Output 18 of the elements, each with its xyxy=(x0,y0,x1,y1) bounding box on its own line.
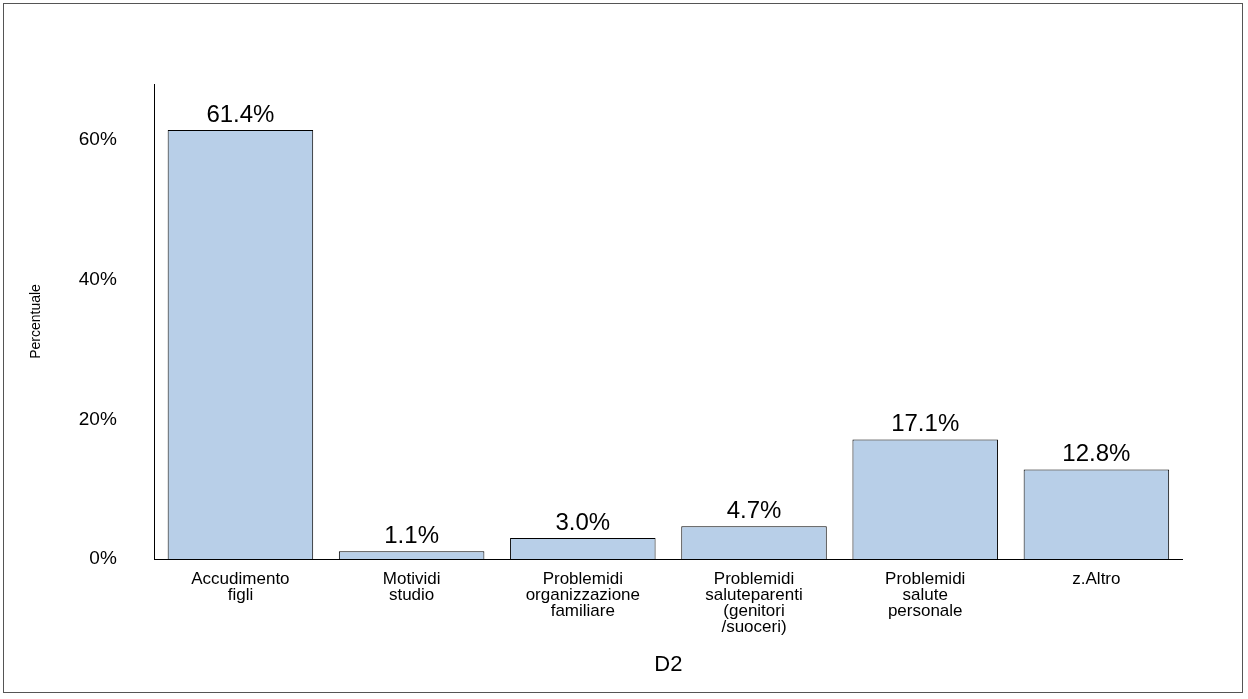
x-tick-label: Problemidi salute personale xyxy=(885,568,966,621)
data-label: 3.0% xyxy=(555,507,611,535)
x-tick-label: Problemidi organizzazione familiare xyxy=(525,568,640,621)
x-tick-label: z.Altro xyxy=(1072,568,1121,588)
x-tick-label: Problemidi saluteparenti (genitori /suoceri) xyxy=(705,568,803,637)
y-tick-label: 20% xyxy=(78,407,117,429)
x-tick-label: Accudimento figli xyxy=(191,568,290,604)
y-tick-label: 0% xyxy=(89,547,117,569)
x-tick-label: Motividi studio xyxy=(382,568,441,604)
y-axis-title: Percentuale xyxy=(27,283,44,359)
y-tick-label: 60% xyxy=(78,128,117,150)
data-label: 4.7% xyxy=(726,495,782,523)
data-label: 1.1% xyxy=(384,520,439,548)
data-label: 61.4% xyxy=(206,99,275,127)
data-label: 17.1% xyxy=(891,409,960,437)
x-axis-title: D2 xyxy=(654,650,683,676)
y-tick-label: 40% xyxy=(78,267,117,289)
data-label: 12.8% xyxy=(1062,439,1131,467)
